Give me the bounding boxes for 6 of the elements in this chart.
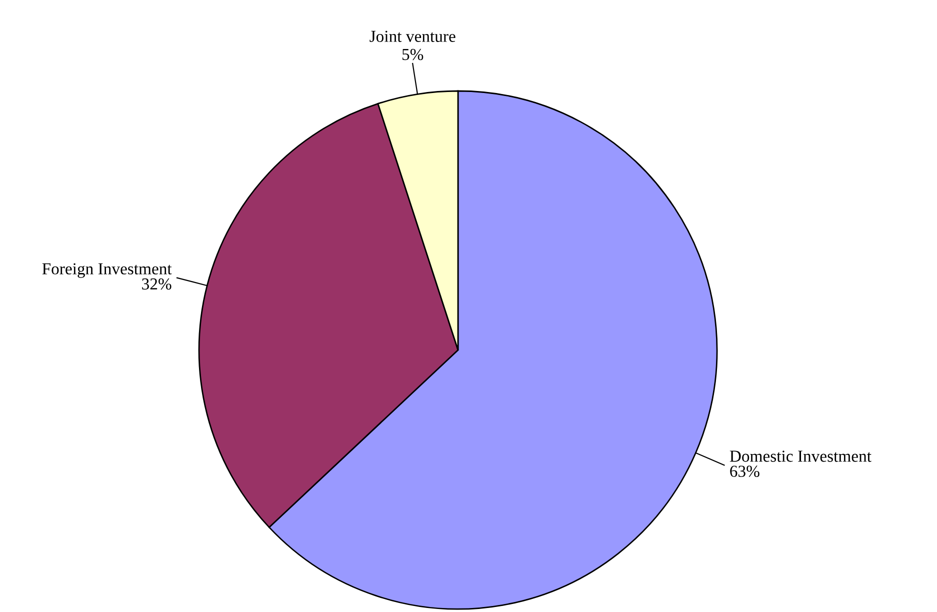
data-label: 5% — [402, 48, 424, 60]
slice-label: Domestic Investment — [730, 450, 872, 462]
data-label: 32% — [142, 278, 172, 290]
slice-label: Joint venture — [370, 30, 456, 42]
data-label: 63% — [730, 466, 760, 477]
slice-label: Foreign Investment — [42, 263, 172, 278]
